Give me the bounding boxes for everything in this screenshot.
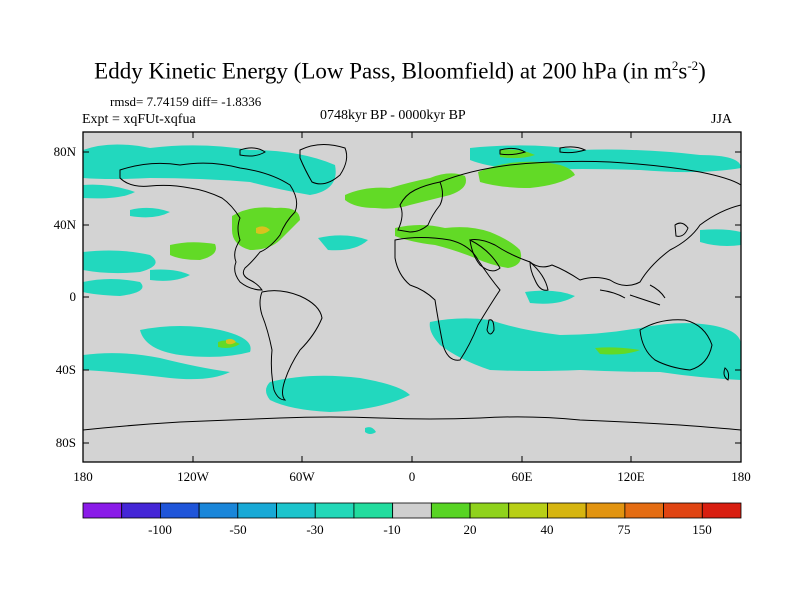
colorbar-swatch <box>353 502 394 519</box>
colorbar-swatch <box>701 502 742 519</box>
colorbar-label: -10 <box>383 522 400 537</box>
lon-label-60w: 60W <box>289 469 315 484</box>
lat-label-0: 0 <box>70 289 77 304</box>
colorbar-swatch <box>237 502 277 519</box>
colorbar-label: -30 <box>306 522 323 537</box>
lat-label-40s: 40S <box>56 362 76 377</box>
lat-label-80n: 80N <box>54 144 77 159</box>
anomaly-field <box>83 144 741 434</box>
period-label: 0748kyr BP - 0000kyr BP <box>320 108 466 123</box>
experiment-label: Expt = xqFUt-xqfua <box>82 112 196 127</box>
colorbar-swatch <box>547 502 587 519</box>
colorbar-swatch <box>198 502 239 519</box>
longitude-ticks <box>82 132 632 462</box>
colorbar-label: -50 <box>229 522 246 537</box>
colorbar-swatch <box>160 502 200 519</box>
colorbar <box>82 502 742 519</box>
latitude-ticks <box>83 151 741 444</box>
plot-title: Eddy Kinetic Energy (Low Pass, Bloomfiel… <box>94 58 706 84</box>
positive-anomaly-regions <box>170 149 640 355</box>
map-background <box>83 132 741 462</box>
colorbar-swatch <box>663 502 703 519</box>
colorbar-swatch <box>314 502 355 519</box>
lon-label-60e: 60E <box>512 469 533 484</box>
colorbar-swatch <box>430 502 471 519</box>
strong-positive-spots <box>226 226 270 345</box>
lon-label-120e: 120E <box>617 469 645 484</box>
colorbar-swatch <box>82 502 123 519</box>
colorbar-label: 20 <box>464 522 477 537</box>
colorbar-label: 150 <box>692 522 712 537</box>
colorbar-label: 40 <box>541 522 554 537</box>
season-label: JJA <box>711 112 733 127</box>
colorbar-swatch <box>469 502 510 519</box>
colorbar-label: -100 <box>148 522 172 537</box>
lon-label-180w: 180 <box>73 469 93 484</box>
lon-label-0: 0 <box>409 469 416 484</box>
lat-label-80s: 80S <box>56 435 76 450</box>
lon-label-120w: 120W <box>177 469 210 484</box>
colorbar-label: 75 <box>618 522 631 537</box>
colorbar-labels: -100 -50 -30 -10 20 40 75 150 <box>148 522 712 537</box>
lat-label-40n: 40N <box>54 217 77 232</box>
colorbar-swatch <box>392 502 432 519</box>
colorbar-swatch <box>508 502 548 519</box>
colorbar-swatch <box>121 502 161 519</box>
colorbar-swatch <box>624 502 664 519</box>
colorbar-swatch <box>585 502 626 519</box>
stats-label: rmsd= 7.74159 diff= -1.8336 <box>110 94 262 109</box>
lon-label-180e: 180 <box>731 469 751 484</box>
colorbar-swatch <box>276 502 316 519</box>
coastlines <box>83 144 741 431</box>
